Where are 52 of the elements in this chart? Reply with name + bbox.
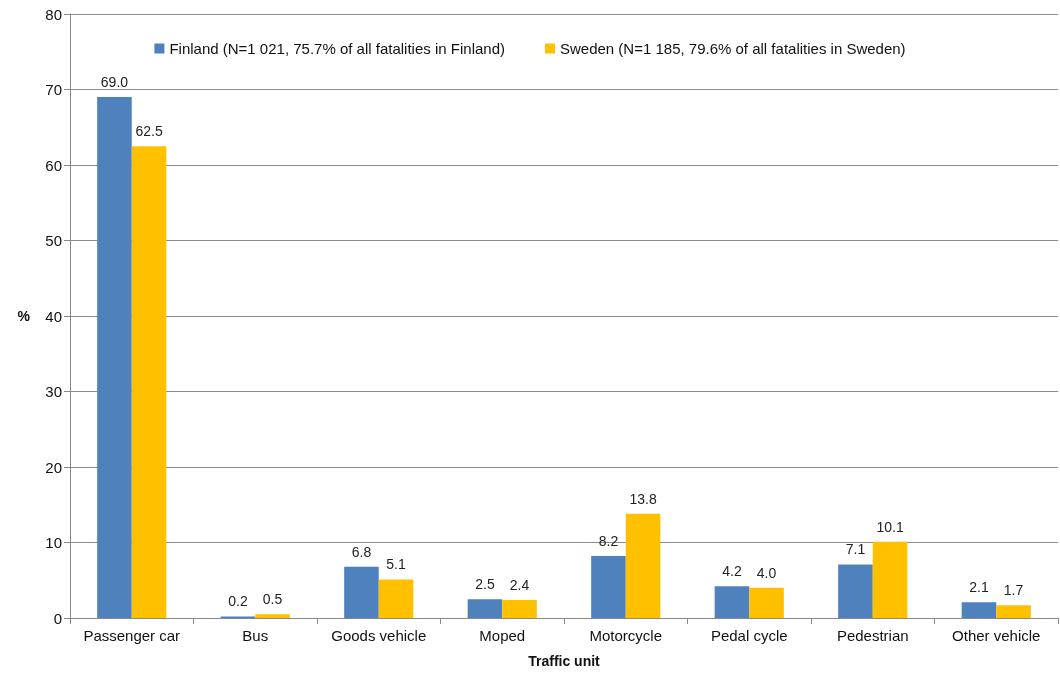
bar [591, 556, 626, 618]
bar [344, 566, 379, 618]
y-tick-label: 60 [45, 156, 62, 174]
bar [749, 587, 784, 618]
bar [961, 602, 997, 618]
bar [131, 146, 167, 618]
y-tick-label: 50 [45, 232, 62, 249]
x-tick-label: Goods vehicle [331, 627, 427, 644]
bar [625, 513, 661, 618]
bar [838, 564, 873, 618]
data-label: 4.0 [756, 564, 777, 581]
data-label: 4.2 [722, 563, 742, 580]
bar [467, 599, 503, 618]
bar [255, 614, 290, 618]
data-label: 1.7 [1003, 582, 1024, 599]
legend-label: Finland (N=1 021, 75.7% of all fatalities in Finland) [169, 40, 505, 57]
data-label: 6.8 [351, 543, 372, 560]
data-label: 7.1 [845, 541, 866, 558]
x-tick-label: Bus [242, 627, 269, 644]
data-label: 0.5 [262, 591, 283, 608]
y-axis-title: % [17, 308, 31, 324]
data-label: 8.2 [598, 533, 619, 550]
x-tick-label: Pedal cycle [710, 627, 788, 644]
data-label: 2.1 [969, 579, 989, 596]
data-label: 5.1 [386, 556, 406, 573]
bar [97, 97, 132, 618]
y-tick-label: 10 [45, 534, 62, 551]
bar [996, 605, 1031, 618]
data-label: 0.2 [228, 593, 248, 610]
data-label: 13.8 [629, 490, 657, 507]
bar [872, 541, 908, 618]
x-tick-label: Pedestrian [836, 627, 909, 644]
y-tick-label: 0 [53, 609, 62, 627]
data-label: 69.0 [100, 74, 129, 91]
x-tick-label: Other vehicle [952, 627, 1041, 644]
x-tick-label: Motorcycle [589, 627, 663, 644]
data-label: 10.1 [876, 518, 904, 535]
x-axis-title: Traffic unit [528, 653, 601, 669]
y-tick-label: 80 [45, 5, 62, 23]
data-label: 2.4 [509, 576, 530, 593]
y-tick-label: 20 [45, 458, 62, 476]
y-tick-label: 40 [45, 307, 62, 325]
bar [714, 586, 750, 618]
legend-label: Sweden (N=1 185, 79.6% of all fatalities in Sweden) [559, 40, 906, 57]
x-tick-label: Moped [479, 627, 526, 644]
y-tick-label: 70 [45, 81, 62, 98]
data-label: 2.5 [475, 576, 495, 593]
bar [502, 599, 537, 618]
y-tick-label: 30 [45, 383, 62, 400]
bar [378, 579, 414, 618]
data-label: 62.5 [135, 123, 163, 140]
x-tick-label: Passenger car [83, 627, 181, 644]
